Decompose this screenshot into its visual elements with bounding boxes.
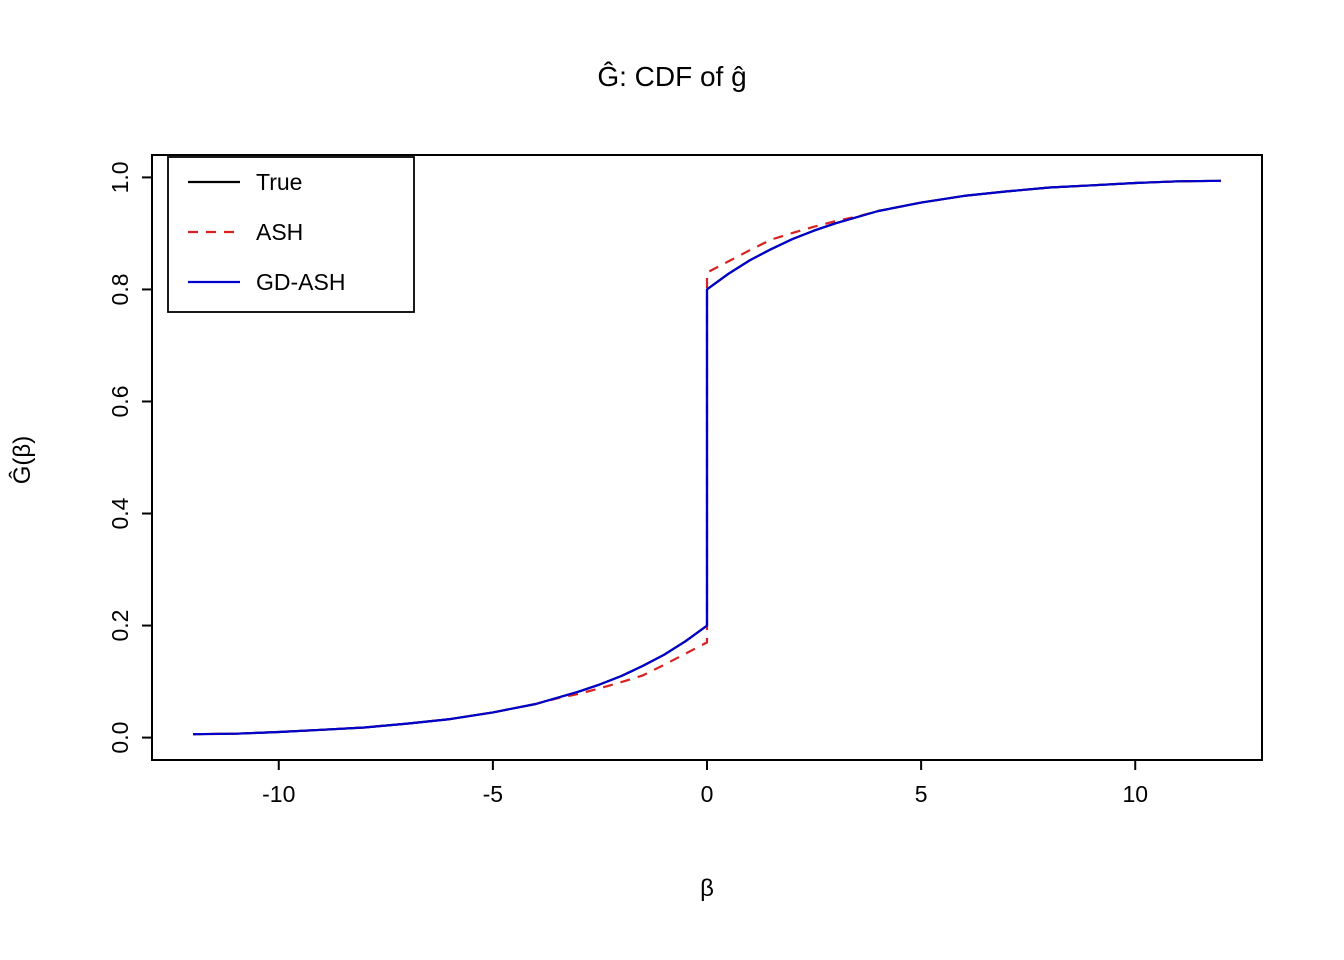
y-tick-label: 0.6 bbox=[107, 385, 133, 417]
legend-label-true: True bbox=[256, 169, 302, 195]
legend-label-gd-ash: GD-ASH bbox=[256, 269, 345, 295]
y-axis-label: Ĝ(β) bbox=[8, 436, 36, 484]
y-tick-label: 0.4 bbox=[107, 497, 133, 529]
series-lines bbox=[193, 179, 1221, 736]
legend: True ASH GD-ASH bbox=[167, 156, 415, 313]
chart-title: Ĝ: CDF of ĝ bbox=[597, 61, 746, 92]
x-axis-label: β bbox=[700, 875, 714, 902]
x-tick-label: 0 bbox=[701, 781, 714, 807]
legend-label-ash: ASH bbox=[256, 219, 303, 245]
y-tick-label: 0.0 bbox=[107, 722, 133, 754]
y-tick-label: 0.8 bbox=[107, 273, 133, 305]
x-tick-label: -5 bbox=[483, 781, 503, 807]
y-tick-label: 0.2 bbox=[107, 610, 133, 642]
x-tick-label: 10 bbox=[1122, 781, 1148, 807]
series-line-gd-ash bbox=[193, 179, 1221, 736]
x-tick-label: -10 bbox=[262, 781, 295, 807]
axis-ticks: -10 -5 0 5 10 0.0 0.2 0.4 0.6 0.8 1.0 bbox=[107, 161, 1148, 807]
x-tick-label: 5 bbox=[915, 781, 928, 807]
y-tick-label: 1.0 bbox=[107, 161, 133, 193]
